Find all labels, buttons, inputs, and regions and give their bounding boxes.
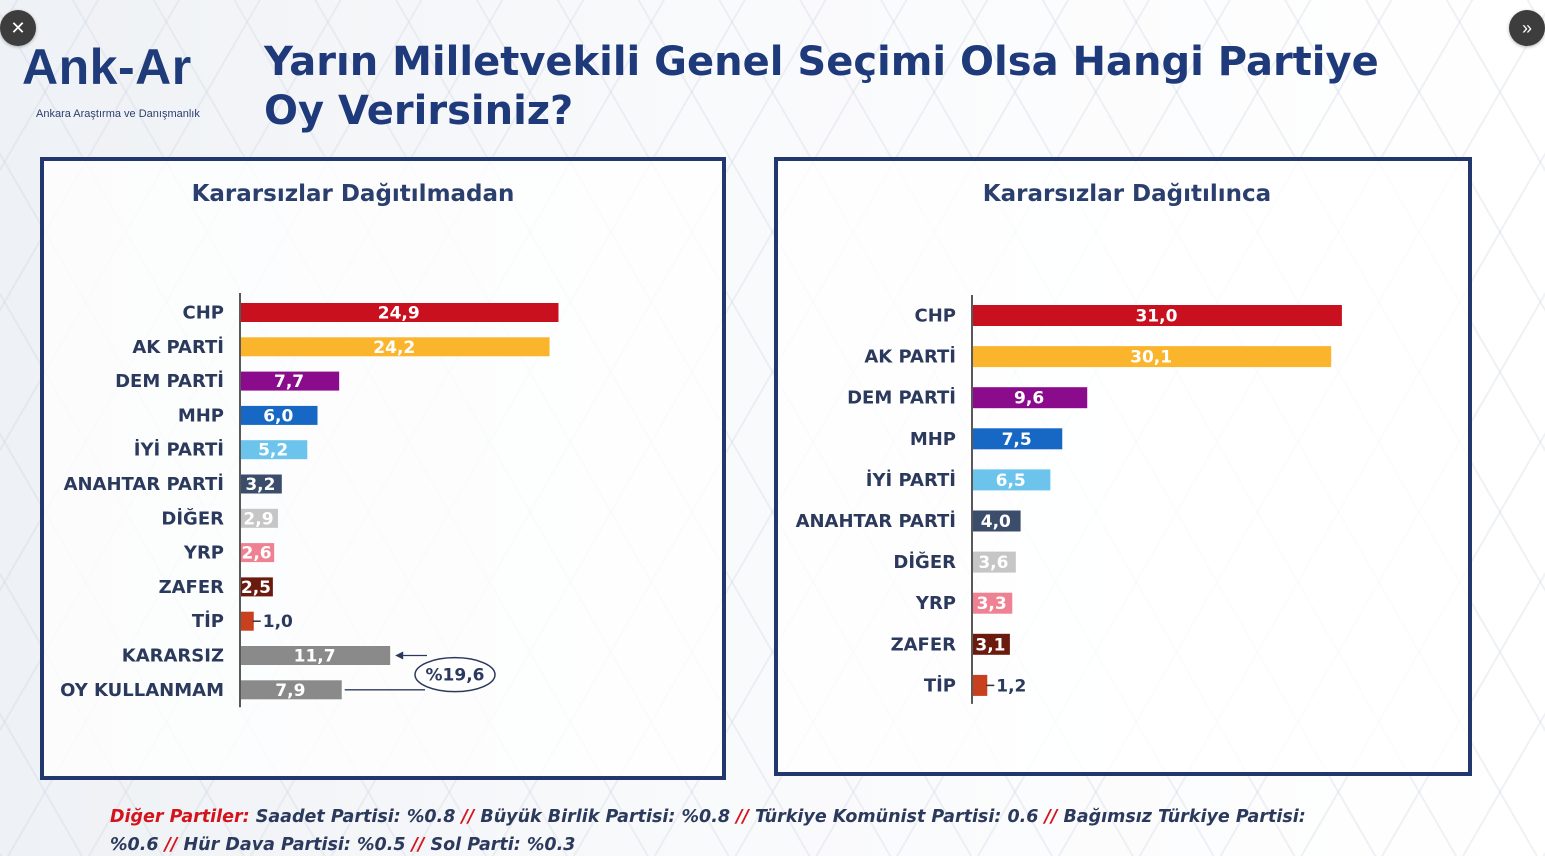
category-label-anahtar-parti: ANAHTAR PARTİ [796,510,956,532]
footnote-separator: // [1044,807,1058,827]
next-button[interactable]: » [1509,10,1545,46]
bar-di-ger [973,551,1016,573]
value-label-oy-kullanmam: 7,9 [275,681,305,701]
footnote-lead: Diğer Partiler: [110,807,250,827]
page-title: Yarın Milletvekili Genel Seçimi Olsa Han… [264,39,1379,134]
category-label-mhp: MHP [910,429,956,450]
value-label-anahtar-parti: 3,2 [245,475,275,495]
value-label-ti-p: 1,0 [263,612,293,632]
value-label-chp: 31,0 [1135,307,1177,327]
value-label-kararsiz: 11,7 [294,647,336,667]
bar-chart-before: CHP 24,9 AK PARTİ 24,2 DEM PARTİ 7,7 MHP 6,0 İYİ… [60,293,559,708]
value-label-i-yi-parti: 5,2 [258,441,288,461]
category-label-zafer: ZAFER [159,577,225,598]
value-label-ak-parti: 24,2 [373,338,415,358]
footnote-separator: // [736,807,749,827]
category-label-ti-p: TİP [192,610,224,632]
bar-i-yi-parti [241,440,308,460]
bar-dem-parti [973,387,1088,409]
value-label-yrp: 3,3 [977,594,1007,614]
bar-zafer [973,633,1010,655]
bar-mhp [241,405,318,425]
other-parties-footnote: Diğer Partiler: Saadet Partisi: %0.8 // … [110,803,1320,856]
bar-anahtar-parti [973,510,1021,532]
bar-chp [241,303,559,322]
ankar-logo: Ank-Ar Ankara Araştırma ve Danışmanlık [22,38,232,128]
chart-panel-after-distribution: Kararsızlar Dağıtılınca CHP 31,0 AK PARTİ 3… [774,157,1472,776]
footnote-separator: // [461,807,475,827]
value-label-mhp: 6,0 [263,406,293,426]
chart-panel-before-distribution: Kararsızlar Dağıtılmadan CHP 24,9 AK PARTİ… [40,157,726,780]
value-label-chp: 24,9 [378,304,420,324]
double-chevron-right-icon: » [1521,17,1532,38]
value-label-zafer: 2,5 [241,578,271,598]
value-label-i-yi-parti: 6,5 [996,471,1026,491]
bar-kararsiz [241,646,391,665]
bar-oy-kullanmam [241,680,342,700]
category-label-chp: CHP [183,303,224,324]
footnote-item: Sol Parti: %0.3 [430,835,576,855]
category-label-ti-p: TİP [924,674,956,696]
bar-ti-p [973,674,988,696]
category-label-oy-kullanmam: OY KULLANMAM [60,680,224,701]
category-label-di-ger: DİĞER [893,551,956,573]
bar-dem-parti [241,371,340,391]
value-label-ak-parti: 30,1 [1130,348,1172,368]
category-label-yrp: YRP [183,543,224,564]
category-label-i-yi-parti: İYİ PARTİ [134,439,224,461]
bar-ti-p [241,611,254,631]
logo-wordmark: Ank-Ar [22,39,192,95]
value-label-yrp: 2,6 [242,544,272,564]
value-label-di-ger: 2,9 [243,509,273,529]
logo-subtitle: Ankara Araştırma ve Danışmanlık [36,108,200,120]
category-label-ak-parti: AK PARTİ [132,336,224,358]
category-label-kararsiz: KARARSIZ [122,646,224,667]
bar-ak-parti [241,337,550,357]
annotation-arrow-head [395,651,404,660]
close-icon: ✕ [10,17,26,38]
footnote-item: Bağımsız Türkiye Partisi: %0.6 [110,807,1306,855]
value-label-anahtar-parti: 4,0 [981,512,1011,532]
category-label-mhp: MHP [178,405,224,426]
close-button[interactable]: ✕ [0,10,36,46]
footnote-separator: // [411,835,425,855]
category-label-anahtar-parti: ANAHTAR PARTİ [64,473,224,495]
bar-di-ger [241,508,278,528]
bar-chp [973,305,1342,326]
category-label-dem-parti: DEM PARTİ [115,370,224,392]
category-label-dem-parti: DEM PARTİ [847,387,956,409]
value-label-di-ger: 3,6 [978,553,1008,573]
value-label-zafer: 3,1 [975,635,1005,655]
category-label-chp: CHP [915,306,956,327]
category-label-ak-parti: AK PARTİ [864,346,956,368]
value-label-mhp: 7,5 [1002,430,1032,450]
value-label-dem-parti: 7,7 [274,372,304,392]
footnote-item: Türkiye Komünist Partisi: 0.6 [755,807,1039,827]
category-label-zafer: ZAFER [891,634,957,655]
category-label-di-ger: DİĞER [161,507,224,529]
value-label-ti-p: 1,2 [996,676,1026,696]
annotation-ellipse [414,656,496,693]
bar-chart-after: CHP 31,0 AK PARTİ 30,1 DEM PARTİ 9,6 MHP 7,5 İYİ… [796,295,1342,704]
footnote-item: Büyük Birlik Partisi: %0.8 [480,807,731,827]
footnote-item: Saadet Partisi: %0.8 [255,807,456,827]
bar-anahtar-parti [241,474,282,494]
value-label-dem-parti: 9,6 [1014,389,1044,409]
footnote-item: Hür Dava Partisi: %0.5 [183,835,406,855]
bar-i-yi-parti [973,469,1051,491]
bar-ak-parti [973,346,1332,368]
annotation-label: %19,6 [426,666,485,686]
bar-zafer [241,577,273,597]
category-label-i-yi-parti: İYİ PARTİ [866,469,956,491]
category-label-yrp: YRP [915,593,956,614]
bar-mhp [973,428,1063,450]
bar-yrp [973,592,1013,614]
chart-title-before: Kararsızlar Dağıtılmadan [191,181,515,207]
footnote-separator: // [164,835,178,855]
chart-title-after: Kararsızlar Dağıtılınca [982,181,1272,207]
bar-yrp [241,543,275,563]
